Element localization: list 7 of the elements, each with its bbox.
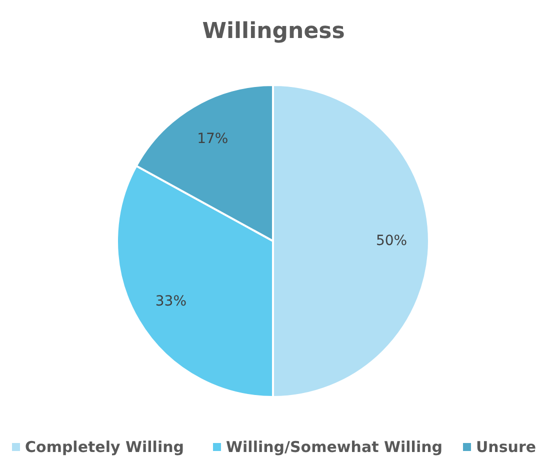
legend-label: Unsure <box>476 438 536 456</box>
legend-label: Completely Willing <box>25 438 184 456</box>
data-label: 17% <box>197 130 228 147</box>
chart-title: Willingness <box>202 19 345 44</box>
data-label: 50% <box>376 233 408 249</box>
data-label: 33% <box>155 293 187 310</box>
legend-label: Willing/Somewhat Willing <box>226 438 442 456</box>
